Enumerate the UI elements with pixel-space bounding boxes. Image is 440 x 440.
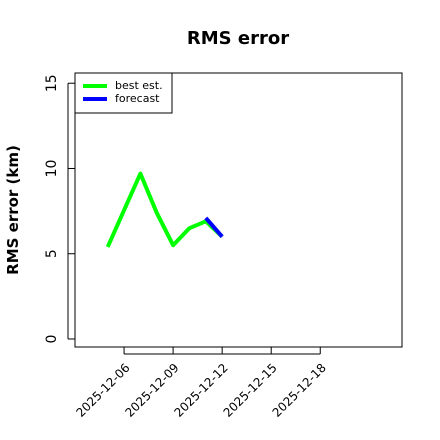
legend-box [74,72,173,114]
y-axis-label: RMS error (km) [4,145,22,275]
legend-label: forecast [115,92,160,105]
plot-frame [74,72,403,348]
legend-label: best est. [115,79,163,92]
line [204,216,224,238]
y-tick-label: 10 [44,160,60,178]
chart-title: RMS error [187,28,289,49]
y-tick-label: 0 [44,335,60,344]
y-tick-label: 15 [44,74,60,92]
y-tick-label: 5 [44,249,60,258]
line [105,171,224,248]
